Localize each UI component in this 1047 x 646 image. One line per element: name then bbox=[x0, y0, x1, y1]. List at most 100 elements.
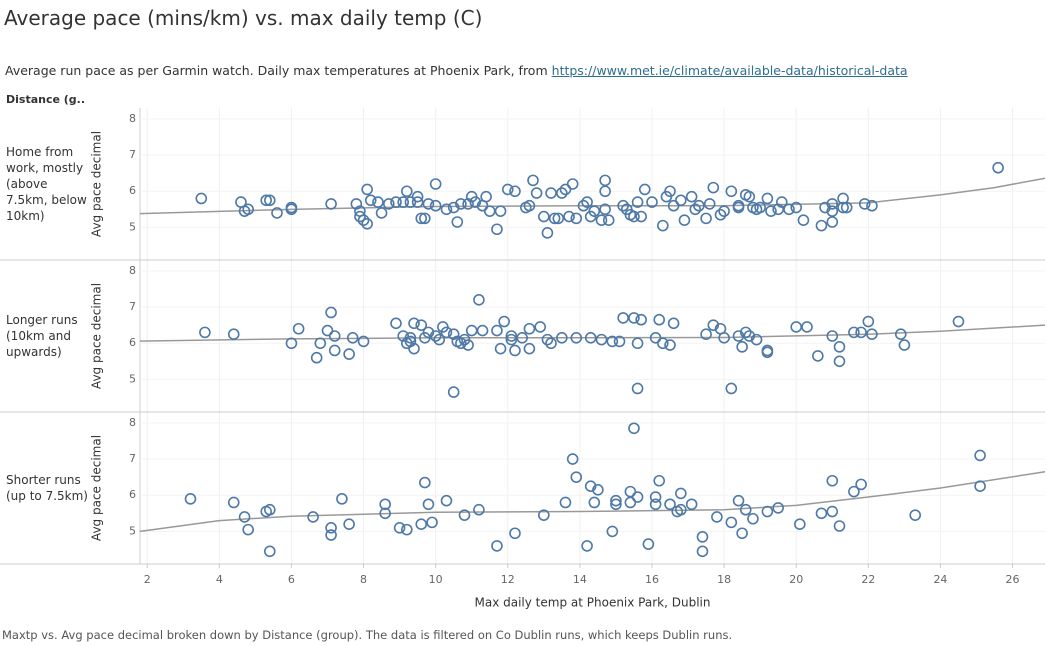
point bbox=[602, 214, 615, 226]
point bbox=[855, 326, 867, 339]
point bbox=[563, 210, 575, 223]
y-tick-label: 5 bbox=[129, 372, 136, 385]
point bbox=[664, 498, 676, 511]
x-tick-label: 24 bbox=[933, 573, 947, 586]
panel-label: Longer runs (10km and upwards) bbox=[6, 313, 78, 359]
point bbox=[530, 187, 543, 199]
x-tick-label: 14 bbox=[573, 573, 587, 586]
point bbox=[426, 516, 438, 529]
point bbox=[264, 194, 276, 207]
point bbox=[505, 330, 518, 342]
point bbox=[458, 509, 471, 521]
point bbox=[455, 198, 467, 210]
point bbox=[693, 199, 705, 212]
point bbox=[649, 332, 662, 344]
subtitle-link[interactable]: https://www.met.ie/climate/available-dat… bbox=[551, 63, 908, 78]
point bbox=[354, 210, 366, 223]
point bbox=[440, 494, 453, 507]
point bbox=[610, 498, 622, 511]
point bbox=[631, 337, 644, 350]
point bbox=[736, 341, 748, 353]
point bbox=[797, 214, 810, 226]
point bbox=[667, 199, 680, 212]
point bbox=[404, 196, 417, 208]
y-tick-label: 8 bbox=[129, 416, 136, 429]
point bbox=[794, 518, 806, 530]
point bbox=[271, 207, 283, 219]
point bbox=[840, 201, 853, 214]
point bbox=[227, 496, 240, 509]
point bbox=[473, 294, 485, 306]
point bbox=[826, 330, 839, 342]
point bbox=[628, 312, 640, 324]
point bbox=[264, 503, 276, 516]
point bbox=[415, 319, 428, 331]
point bbox=[649, 498, 662, 511]
point bbox=[408, 342, 420, 355]
point bbox=[667, 317, 680, 330]
point bbox=[606, 335, 619, 348]
point bbox=[696, 531, 709, 543]
point bbox=[952, 315, 965, 328]
point bbox=[505, 333, 518, 346]
point bbox=[556, 332, 568, 344]
point bbox=[812, 350, 824, 362]
point bbox=[606, 525, 619, 538]
point bbox=[646, 196, 658, 208]
point bbox=[480, 190, 492, 203]
point bbox=[415, 212, 428, 225]
point bbox=[325, 529, 337, 541]
point bbox=[242, 523, 254, 536]
point bbox=[227, 328, 240, 340]
point bbox=[754, 201, 766, 214]
point bbox=[242, 203, 254, 216]
x-tick-label: 26 bbox=[1006, 573, 1020, 586]
point bbox=[790, 201, 803, 214]
point bbox=[628, 422, 640, 435]
point bbox=[635, 210, 647, 223]
point bbox=[422, 198, 435, 210]
point bbox=[364, 194, 377, 207]
point bbox=[545, 337, 557, 350]
point bbox=[397, 196, 410, 208]
y-tick-label: 7 bbox=[129, 300, 136, 313]
point bbox=[675, 194, 687, 207]
point bbox=[559, 183, 572, 196]
point bbox=[285, 201, 298, 214]
point bbox=[743, 190, 756, 203]
point bbox=[581, 540, 593, 552]
chart-title: Average pace (mins/km) vs. max daily tem… bbox=[4, 6, 483, 30]
point bbox=[556, 187, 568, 199]
point bbox=[718, 332, 730, 344]
point bbox=[429, 178, 442, 190]
point bbox=[393, 522, 406, 534]
point bbox=[375, 207, 388, 219]
point bbox=[595, 214, 608, 226]
point bbox=[790, 321, 803, 333]
point bbox=[325, 198, 337, 210]
point bbox=[772, 502, 784, 514]
point bbox=[678, 214, 691, 226]
point bbox=[848, 485, 860, 498]
point bbox=[826, 505, 839, 518]
point bbox=[732, 494, 745, 507]
point bbox=[732, 201, 745, 214]
point bbox=[314, 337, 327, 350]
point bbox=[595, 333, 608, 346]
point bbox=[307, 511, 319, 523]
point bbox=[631, 382, 644, 395]
point bbox=[642, 538, 655, 550]
point bbox=[588, 205, 601, 217]
point bbox=[815, 507, 828, 520]
point bbox=[538, 210, 550, 223]
point bbox=[379, 507, 391, 520]
point bbox=[689, 203, 702, 216]
point bbox=[675, 503, 687, 516]
point bbox=[292, 322, 305, 335]
point bbox=[725, 382, 738, 395]
x-tick-label: 10 bbox=[429, 573, 443, 586]
point bbox=[584, 332, 597, 344]
point bbox=[610, 494, 622, 507]
point bbox=[559, 496, 572, 509]
point bbox=[570, 212, 583, 225]
